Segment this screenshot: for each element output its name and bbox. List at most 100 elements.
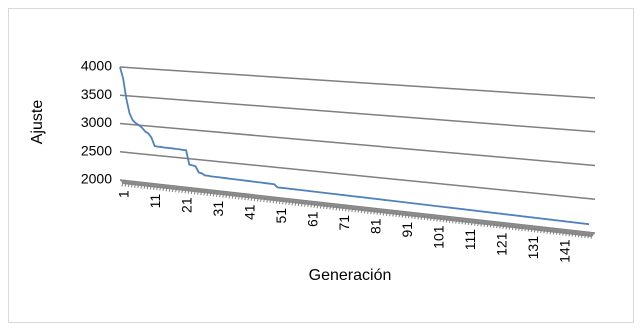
x-tick bbox=[426, 216, 429, 221]
x-tick bbox=[581, 233, 584, 238]
x-tick bbox=[247, 196, 250, 201]
x-tick-label: 141 bbox=[556, 239, 572, 263]
x-tick bbox=[260, 197, 262, 202]
floor bbox=[120, 180, 595, 237]
x-tick bbox=[300, 202, 303, 207]
y-tick-label: 3500 bbox=[81, 86, 112, 102]
x-tick bbox=[411, 214, 414, 219]
x-tick bbox=[436, 217, 439, 222]
x-tick bbox=[219, 193, 222, 198]
x-tick bbox=[171, 187, 174, 193]
x-tick bbox=[464, 220, 467, 225]
x-tick bbox=[121, 182, 124, 187]
x-tick bbox=[455, 219, 458, 224]
x-tick bbox=[571, 232, 574, 237]
x-tick bbox=[266, 198, 269, 203]
x-tick bbox=[237, 195, 240, 200]
x-tick bbox=[445, 218, 448, 223]
x-tick bbox=[540, 228, 543, 234]
x-tick bbox=[307, 202, 310, 208]
x-tick bbox=[448, 218, 451, 223]
x-tick bbox=[543, 229, 546, 234]
x-tick bbox=[152, 185, 155, 190]
x-tick bbox=[332, 205, 335, 210]
x-tick bbox=[146, 185, 149, 190]
x-tick bbox=[398, 213, 401, 218]
x-tick bbox=[322, 204, 325, 209]
x-tick-label: 41 bbox=[242, 204, 258, 220]
x-tick bbox=[344, 207, 347, 212]
x-tick bbox=[420, 215, 423, 220]
x-tick bbox=[178, 188, 181, 193]
x-tick-label: 111 bbox=[462, 229, 478, 250]
x-tick bbox=[458, 219, 461, 225]
x-tick bbox=[263, 198, 266, 203]
x-tick bbox=[275, 199, 278, 204]
x-tick bbox=[310, 203, 313, 208]
x-tick bbox=[168, 187, 171, 192]
x-tick bbox=[297, 201, 300, 207]
x-tick bbox=[241, 195, 244, 200]
x-tick-label: 101 bbox=[430, 225, 446, 249]
x-tick bbox=[511, 225, 514, 231]
x-tick bbox=[518, 226, 521, 231]
x-tick bbox=[348, 207, 351, 212]
x-tick bbox=[442, 218, 445, 223]
x-tick bbox=[401, 213, 404, 218]
x-tick bbox=[389, 212, 392, 217]
x-tick bbox=[313, 203, 316, 208]
x-tick-label: 1 bbox=[116, 190, 132, 198]
x-tick bbox=[357, 208, 360, 213]
x-tick bbox=[404, 213, 407, 219]
x-tick bbox=[461, 220, 464, 225]
x-tick bbox=[294, 201, 297, 206]
x-tick bbox=[492, 223, 495, 228]
x-tick-label: 11 bbox=[147, 194, 163, 209]
x-tick bbox=[338, 206, 341, 211]
x-tick bbox=[209, 192, 212, 197]
x-tick bbox=[414, 214, 417, 220]
x-tick bbox=[222, 193, 225, 198]
x-tick bbox=[514, 226, 517, 231]
x-tick bbox=[552, 230, 555, 235]
x-tick bbox=[537, 228, 539, 233]
y-axis-title: Ajuste bbox=[29, 100, 46, 145]
x-tick bbox=[360, 208, 363, 214]
x-tick bbox=[508, 225, 511, 230]
x-tick bbox=[373, 210, 376, 215]
x-tick bbox=[203, 191, 206, 196]
x-tick bbox=[385, 211, 388, 216]
x-tick bbox=[480, 222, 483, 227]
x-tick bbox=[212, 192, 215, 197]
x-tick bbox=[165, 187, 168, 192]
x-tick bbox=[162, 186, 165, 192]
x-tick bbox=[187, 189, 190, 194]
x-tick bbox=[215, 192, 218, 197]
x-tick bbox=[505, 225, 508, 230]
x-tick bbox=[335, 206, 338, 211]
x-tick bbox=[370, 209, 373, 215]
x-tick bbox=[250, 196, 253, 201]
x-tick bbox=[244, 195, 247, 201]
x-tick bbox=[291, 201, 294, 206]
y-tick-label: 3000 bbox=[81, 114, 112, 130]
chart-border bbox=[8, 8, 634, 323]
x-tick bbox=[521, 226, 524, 232]
y-tick-label: 2500 bbox=[81, 142, 112, 158]
x-tick-label: 121 bbox=[493, 232, 509, 256]
x-tick bbox=[429, 216, 432, 221]
x-tick bbox=[559, 231, 562, 236]
x-tick bbox=[304, 202, 307, 207]
x-tick bbox=[587, 234, 590, 239]
x-tick bbox=[565, 231, 568, 236]
x-tick bbox=[193, 190, 196, 195]
x-tick bbox=[134, 183, 137, 188]
x-tick bbox=[392, 212, 395, 217]
x-tick bbox=[407, 214, 410, 219]
x-tick bbox=[477, 221, 480, 227]
x-tick bbox=[278, 199, 281, 205]
x-tick bbox=[574, 232, 577, 238]
x-tick bbox=[562, 231, 565, 236]
x-tick-label: 51 bbox=[273, 208, 289, 224]
